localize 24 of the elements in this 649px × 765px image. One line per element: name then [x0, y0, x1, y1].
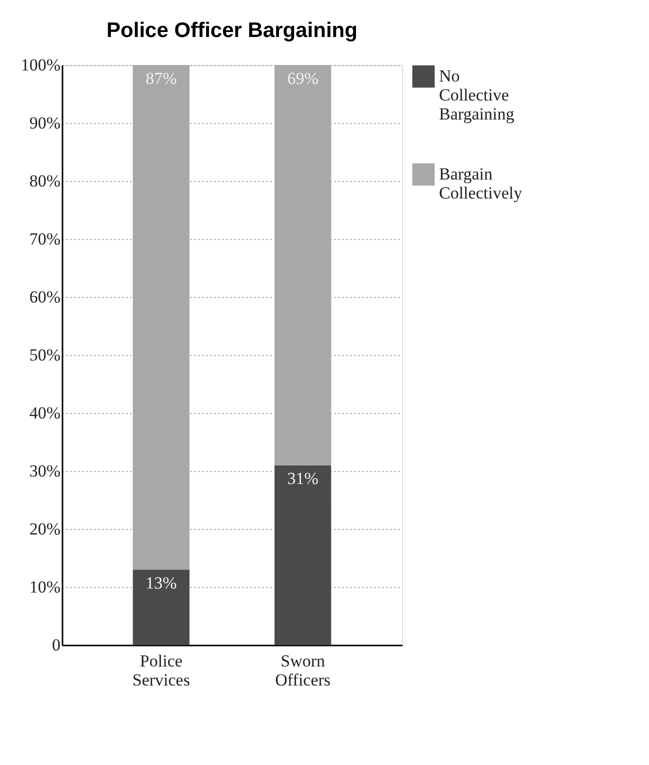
y-tick-label: 100%: [20, 56, 60, 74]
bar: [274, 65, 332, 466]
bar: [274, 465, 332, 645]
y-tick-label: 60%: [29, 288, 60, 306]
y-tick-label: 70%: [29, 230, 60, 248]
data-label: 13%: [146, 574, 177, 593]
legend-label: No Collective Bargaining: [439, 66, 515, 124]
y-tick-label: 30%: [29, 462, 60, 480]
y-tick-label: 10%: [29, 578, 60, 596]
y-tick-label: 40%: [29, 404, 60, 422]
data-label: 69%: [287, 69, 318, 88]
data-label: 31%: [287, 469, 318, 488]
y-tick-label: 50%: [29, 346, 60, 364]
x-tick-label: Sworn Officers: [275, 652, 331, 690]
bar: [132, 570, 190, 645]
x-tick-label: Police Services: [132, 652, 190, 690]
legend-label: Bargain Collectively: [439, 164, 523, 202]
y-tick-label: 20%: [29, 520, 60, 538]
data-label: 87%: [146, 69, 177, 88]
bar: [132, 65, 190, 570]
chart-title: Police Officer Bargaining: [106, 19, 358, 42]
y-tick-label: 90%: [29, 114, 60, 132]
y-tick-label: 80%: [29, 172, 60, 190]
y-tick-label: 0: [52, 636, 60, 654]
